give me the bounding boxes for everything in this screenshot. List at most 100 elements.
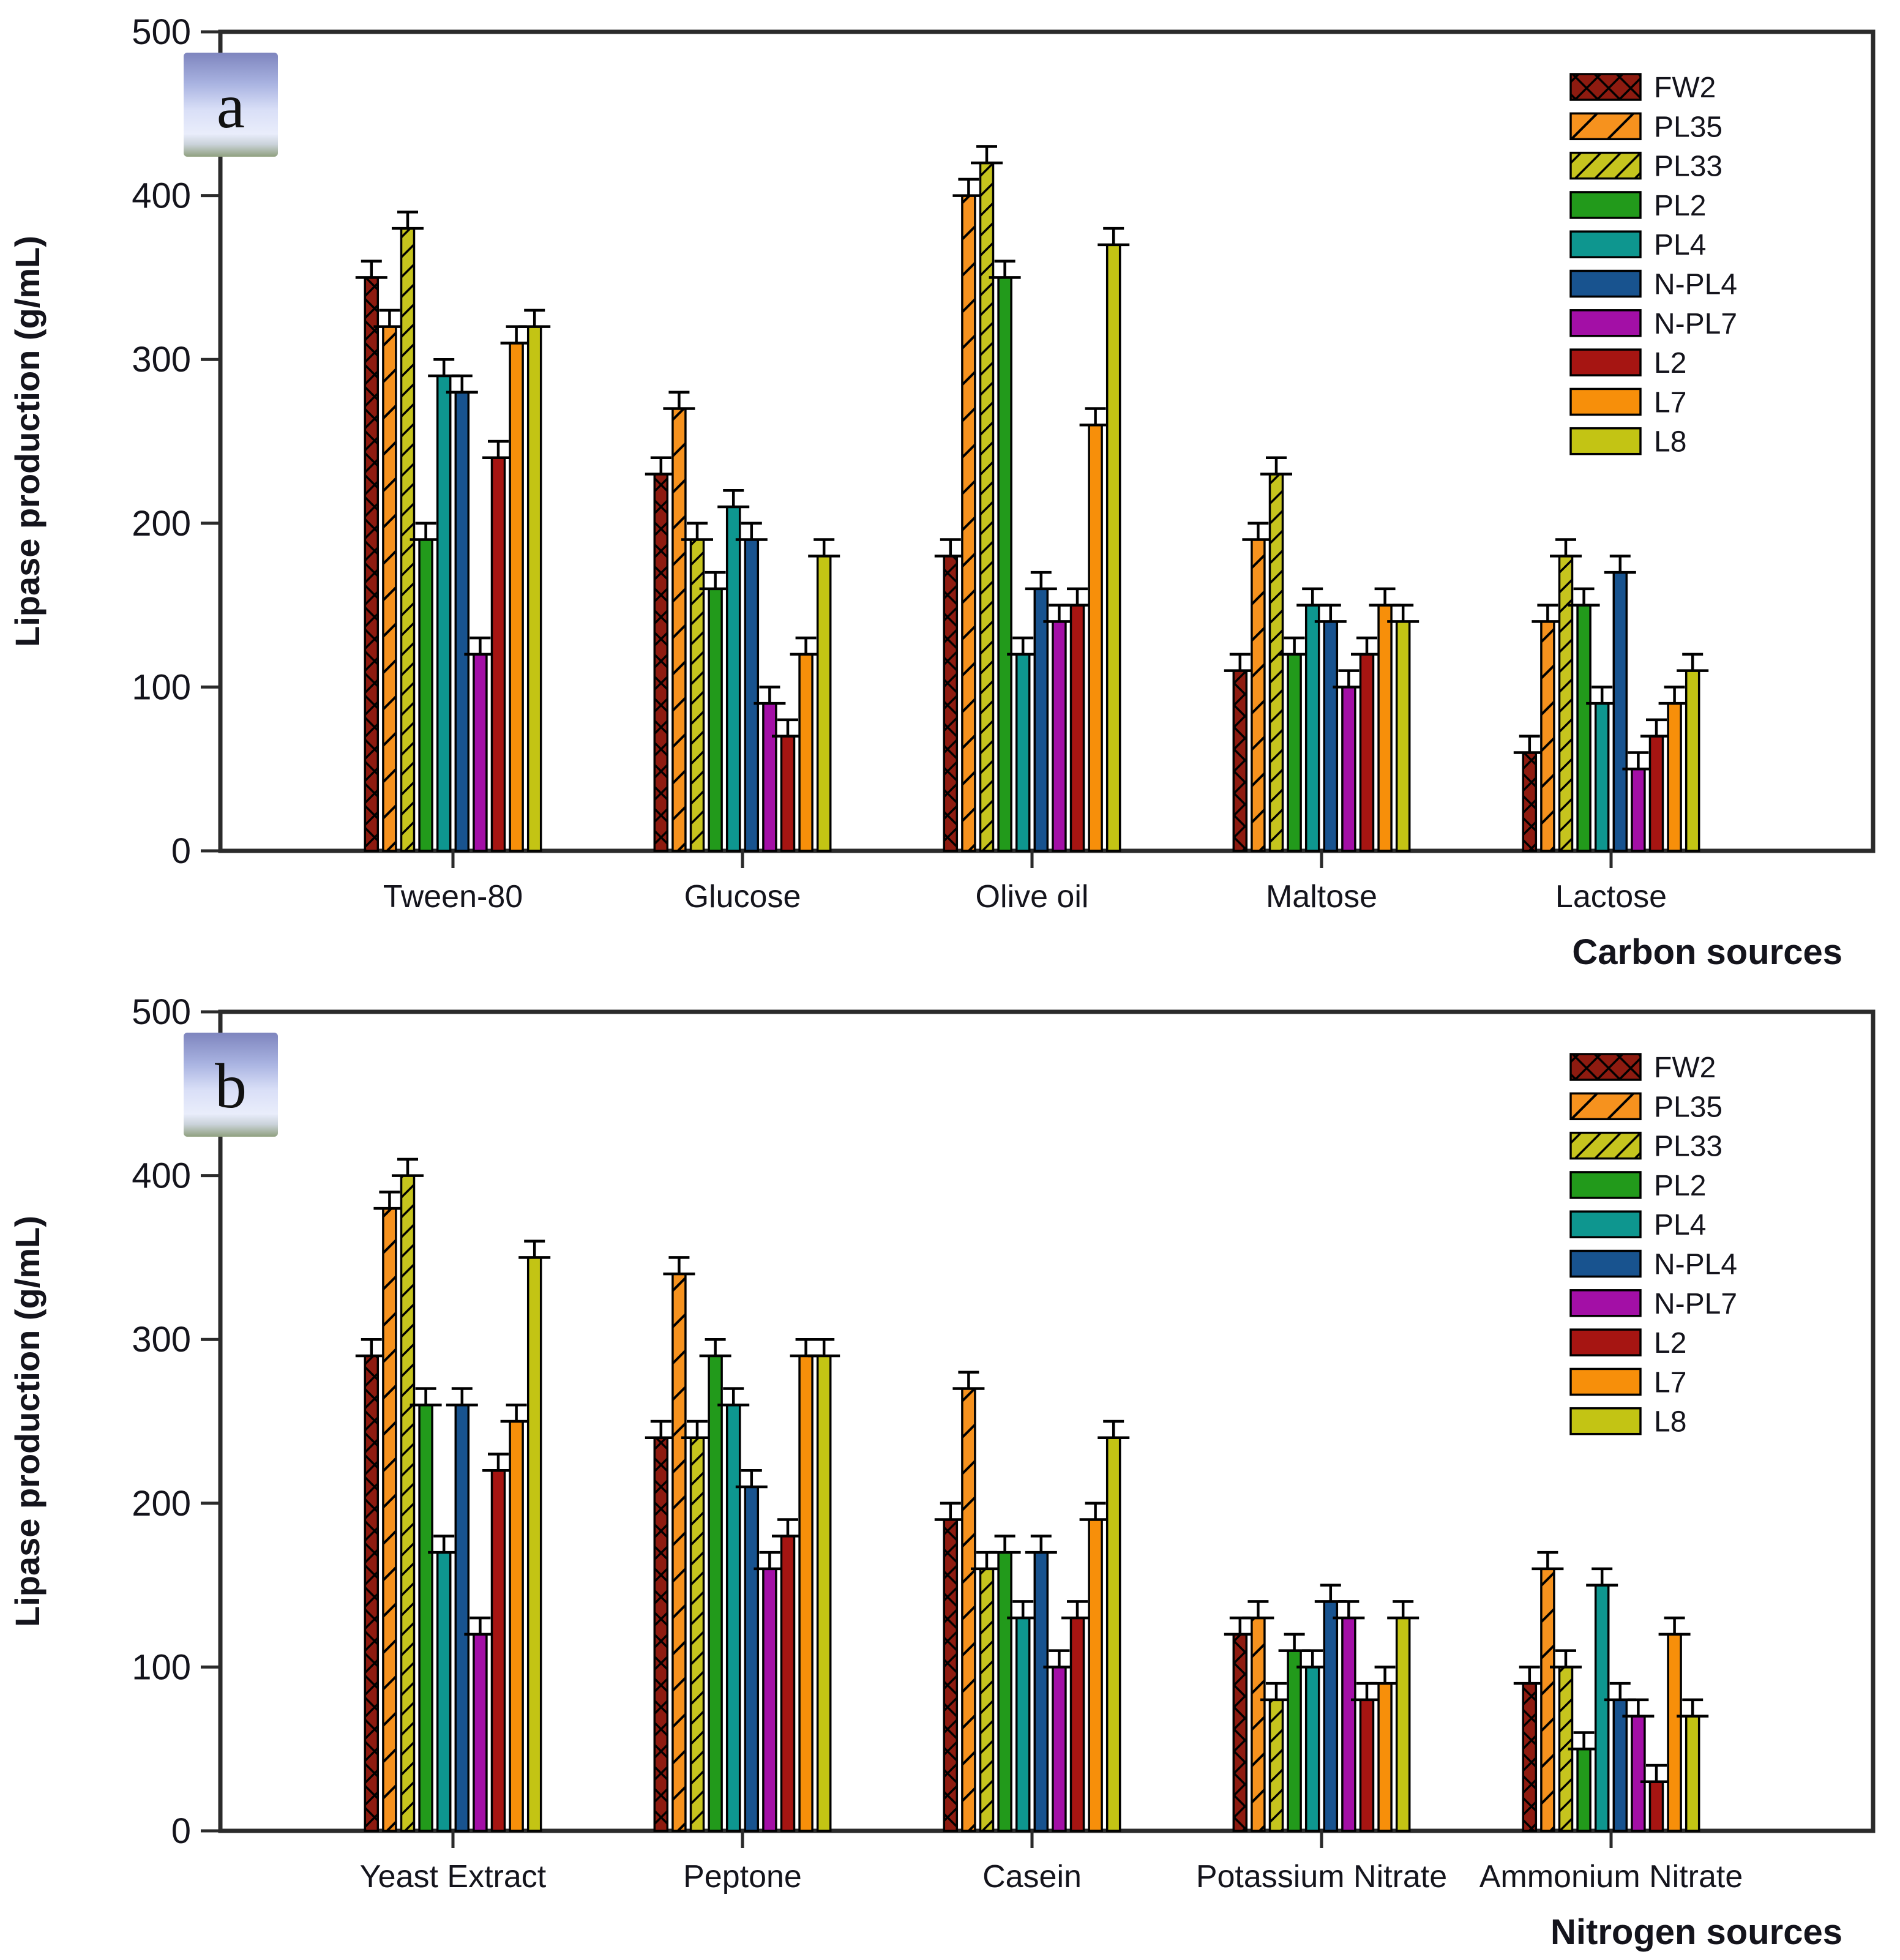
- bar-FW2: [1522, 1682, 1538, 1832]
- legend-swatch-PL33: [1569, 1131, 1642, 1160]
- error-bar: [355, 260, 387, 279]
- bar-PL2: [708, 1355, 723, 1832]
- error-bar: [699, 570, 731, 591]
- bar-N-PL7: [1052, 620, 1067, 852]
- error-bar: [754, 1550, 786, 1571]
- bar-L7: [1088, 424, 1103, 852]
- error-bar: [1658, 1616, 1691, 1636]
- error-bar: [464, 1616, 496, 1636]
- y-tick-label: 300: [132, 1320, 191, 1360]
- legend-swatch-N-PL7: [1569, 309, 1642, 337]
- legend-label: FW2: [1654, 1052, 1716, 1084]
- error-bar: [1098, 226, 1130, 247]
- error-bar: [464, 636, 496, 656]
- legend-item-N-PL7: N-PL7: [1569, 1288, 1737, 1320]
- y-tick-label: 100: [132, 667, 191, 707]
- error-bar: [1658, 686, 1691, 705]
- category-label: Olive oil: [976, 879, 1089, 915]
- bar-PL35: [382, 1207, 397, 1832]
- bar-L2: [1069, 604, 1085, 852]
- error-bar: [735, 522, 768, 541]
- bar-N-PL7: [473, 1633, 488, 1832]
- error-bar: [1278, 1633, 1311, 1652]
- legend-swatch-L8: [1569, 1407, 1642, 1435]
- legend-label: L7: [1654, 1366, 1686, 1399]
- error-bar: [1333, 669, 1365, 689]
- legend-label: L8: [1654, 426, 1686, 458]
- error-bar: [952, 178, 985, 197]
- error-bar: [717, 1387, 750, 1407]
- error-bar: [989, 260, 1021, 279]
- legend-item-PL35: PL35: [1569, 111, 1722, 143]
- error-bar: [410, 1387, 442, 1407]
- legend-swatch-FW2: [1569, 1053, 1642, 1081]
- error-bar: [1025, 1535, 1057, 1554]
- x-axis-title: Nitrogen sources: [1550, 1912, 1842, 1952]
- legend-swatch-L8: [1569, 427, 1642, 455]
- bar-FW2: [1522, 751, 1538, 852]
- bar-L8: [1105, 244, 1121, 852]
- bar-L7: [798, 1355, 813, 1832]
- legend-label: N-PL4: [1654, 269, 1737, 301]
- bar-PL2: [1576, 1748, 1591, 1832]
- y-axis-title: Lipase production (g/mL): [8, 236, 47, 647]
- error-bar: [1604, 555, 1636, 574]
- error-bar: [1043, 1649, 1075, 1669]
- bar-PL35: [961, 1387, 976, 1832]
- legend-swatch-PL33: [1569, 151, 1642, 180]
- legend-label: PL35: [1654, 111, 1722, 143]
- category-label: Peptone: [683, 1859, 802, 1895]
- legend-item-FW2: FW2: [1569, 72, 1716, 104]
- bar-N-PL4: [1323, 620, 1339, 852]
- error-bar: [392, 1158, 424, 1177]
- error-bar: [1260, 1681, 1292, 1702]
- y-tick-label: 200: [132, 504, 191, 544]
- error-bar: [1677, 653, 1709, 672]
- bar-L2: [490, 1469, 506, 1832]
- error-bar: [717, 489, 750, 509]
- bar-PL33: [400, 1174, 416, 1832]
- bar-PL4: [1594, 1584, 1610, 1832]
- y-tick-label: 400: [132, 1156, 191, 1196]
- bar-PL35: [1540, 1568, 1555, 1832]
- bar-FW2: [943, 555, 959, 852]
- bar-L2: [1648, 1780, 1664, 1832]
- panel-letter-b: b: [215, 1051, 247, 1121]
- y-axis-title: Lipase production (g/mL): [8, 1216, 47, 1627]
- legend-label: L7: [1654, 386, 1686, 419]
- error-bar: [482, 440, 514, 460]
- error-bar: [518, 1240, 551, 1259]
- bar-PL35: [382, 325, 397, 852]
- bar-N-PL4: [1323, 1600, 1339, 1832]
- bar-N-PL4: [454, 1404, 470, 1832]
- bar-L7: [1377, 604, 1393, 852]
- bar-L8: [1685, 1715, 1700, 1832]
- error-bar: [1640, 1764, 1672, 1783]
- bar-PL33: [689, 538, 705, 852]
- category-label: Glucose: [684, 879, 801, 915]
- bar-L7: [1667, 1633, 1682, 1832]
- error-bar: [1532, 604, 1564, 623]
- category-label: Yeast Extract: [360, 1859, 547, 1895]
- bar-L8: [1105, 1437, 1121, 1832]
- error-bar: [1387, 604, 1419, 623]
- chart-panel-b: 0 100 200 300 400 500 Yeast Extract Peptone Case…: [8, 992, 1876, 1952]
- error-bar: [1568, 587, 1600, 607]
- error-bar: [1387, 1600, 1419, 1620]
- bar-FW2: [364, 1355, 380, 1832]
- error-bar: [1025, 570, 1057, 591]
- y-tick-label: 0: [171, 1811, 191, 1851]
- error-bar: [645, 456, 677, 476]
- bar-L7: [1667, 702, 1682, 852]
- panel-letter-box-b: [184, 1033, 278, 1137]
- bar-FW2: [653, 1437, 669, 1832]
- category-label: Lactose: [1555, 879, 1667, 915]
- error-bar: [1296, 1649, 1329, 1669]
- bar-PL4: [725, 1404, 741, 1832]
- legend-label: FW2: [1654, 72, 1716, 104]
- legend: FW2 PL35 PL33 PL2 PL4 N-PL4 N-PL7 L2 L7 L8: [1569, 1052, 1737, 1438]
- legend-label: L2: [1654, 347, 1686, 380]
- error-bar: [934, 1502, 967, 1521]
- error-bar: [518, 309, 551, 328]
